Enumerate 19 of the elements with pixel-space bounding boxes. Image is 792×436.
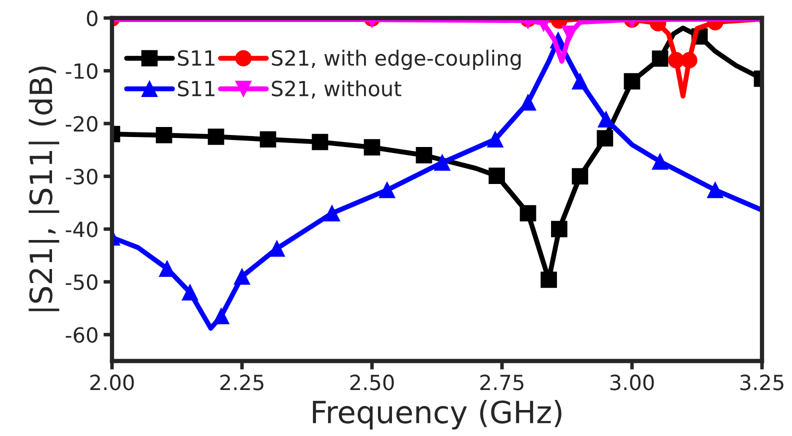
y-tick-label: -10 [66,63,98,79]
x-tick-label: 2.00 [90,374,134,390]
legend-label: S21, without [272,80,402,99]
legend-label: S11 [178,50,214,66]
y-tick-label: -30 [66,168,98,185]
x-tick-label: 2.50 [350,374,394,390]
y-axis-title: |S21|, |S11| (dB) [28,66,60,312]
y-tick-label: -60 [66,327,98,343]
legend-label: S11 [178,80,214,96]
y-tick-label: -50 [66,274,98,290]
y-tick-label: -20 [66,116,98,132]
legend-label: S21, with edge-coupling [272,50,521,70]
y-tick-label: -40 [66,222,98,238]
x-tick-label: 3.00 [610,374,654,390]
x-axis-title: Frequency (GHz) [312,400,562,430]
x-tick-label: 2.25 [220,374,264,390]
x-tick-label: 3.25 [740,374,784,390]
x-tick-label: 2.75 [480,374,524,390]
y-tick-label: 0 [86,10,98,26]
